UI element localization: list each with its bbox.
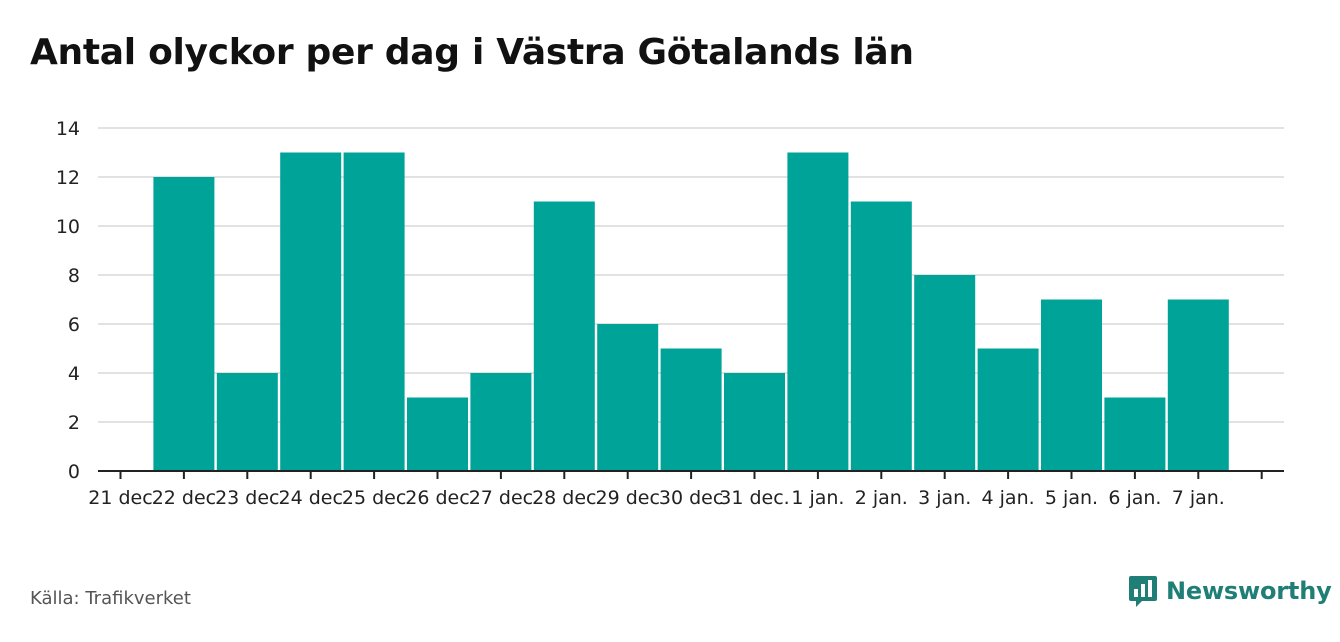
x-tick-label: 24 dec [278,487,342,509]
bar [533,201,595,471]
x-tick-label: 7 jan. [1172,487,1225,509]
bar [850,201,912,471]
x-tick-label: 28 dec [532,487,596,509]
chart-title: Antal olyckor per dag i Västra Götalands… [30,32,914,73]
bar [153,177,215,471]
brand-logo[interactable]: Newsworthy [1128,574,1332,608]
x-tick-label: 22 dec [152,487,216,509]
x-tick-label: 31 dec. [719,487,789,509]
bar [343,152,405,471]
y-tick-label: 12 [56,167,80,189]
bar [597,324,659,471]
bars [153,152,1229,471]
x-tick-label: 1 jan. [791,487,844,509]
y-axis-ticks: 0 2 4 6 8 10 12 14 [56,118,80,483]
bar [660,348,722,471]
bar [407,397,468,471]
x-tick-label: 25 dec [342,487,406,509]
bar [216,373,278,471]
y-tick-label: 14 [56,118,80,140]
y-tick-label: 6 [68,314,80,336]
x-tick-label: 27 dec [469,487,533,509]
x-tick-label: 5 jan. [1045,487,1098,509]
x-tick-label: 23 dec [215,487,279,509]
y-tick-label: 10 [56,216,80,238]
x-tick-label: 4 jan. [982,487,1035,509]
x-tick-label: 26 dec [405,487,469,509]
x-tick-label: 6 jan. [1108,487,1161,509]
x-tick-label: 21 dec [88,487,152,509]
bar [787,152,849,471]
x-tick-label: 30 dec [659,487,723,509]
bar [470,373,532,471]
y-tick-label: 2 [68,412,80,434]
brand-name: Newsworthy [1166,577,1332,605]
source-note: Källa: Trafikverket [30,588,191,609]
bar [1104,397,1166,471]
y-tick-label: 4 [68,363,80,385]
bar [1167,299,1229,471]
bar [914,275,976,471]
y-tick-label: 0 [68,461,80,483]
bar [977,348,1039,471]
y-tick-label: 8 [68,265,80,287]
bar [280,152,342,471]
bar [1041,299,1102,471]
x-tick-label: 29 dec [595,487,659,509]
x-tick-label: 3 jan. [918,487,971,509]
bar [724,373,785,471]
x-tick-label: 2 jan. [855,487,908,509]
newsworthy-logo-icon [1129,576,1157,607]
